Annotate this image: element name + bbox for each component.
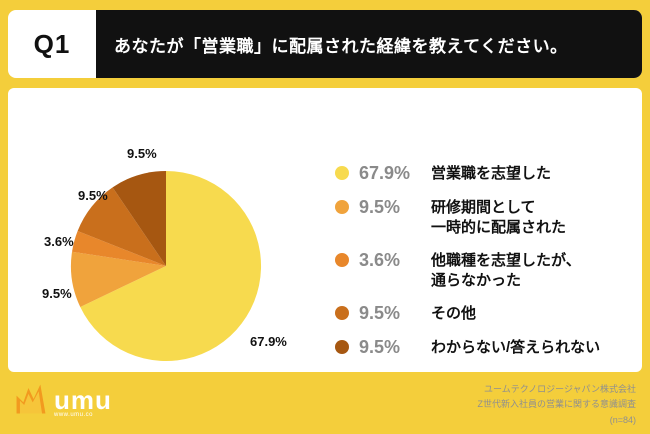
legend-dot-icon [335, 340, 349, 354]
legend-label: わからない/答えられない [431, 339, 601, 356]
pie-chart [70, 170, 262, 362]
pie-slice-other [77, 187, 166, 266]
pie-label-other: 9.5% [78, 188, 108, 203]
question-number: Q1 [33, 28, 71, 59]
credit-sample-size: (n=84) [609, 414, 636, 425]
umu-logo-text: umu [54, 384, 112, 415]
legend-percent: 67.9% [359, 163, 411, 183]
legend-row-training-temp: 9.5% 研修期間として 一時的に配属された [335, 197, 635, 237]
pie-label-sales-desired: 67.9% [250, 334, 287, 349]
legend-percent: 9.5% [359, 337, 401, 357]
legend-percent: 9.5% [359, 197, 401, 217]
legend-dot-icon [335, 253, 349, 267]
credit-survey-name: Z世代新入社員の営業に関する意識調査 [477, 399, 637, 410]
legend-row-sales-desired: 67.9% 営業職を志望した [335, 163, 635, 184]
chart-legend: 67.9% 営業職を志望した 9.5% 研修期間として 一時的に配属された 3.… [335, 163, 635, 358]
pie-slice-other-job-desired [72, 231, 166, 266]
legend-dot-icon [335, 200, 349, 214]
legend-label: 他職種を志望したが、 通らなかった [431, 252, 581, 289]
umu-logo-icon [16, 384, 46, 414]
legend-row-other-job-desired: 3.6% 他職種を志望したが、 通らなかった [335, 250, 635, 290]
legend-dot-icon [335, 306, 349, 320]
umu-logo-url: www.umu.co [54, 412, 94, 418]
umu-logo: umu www.umu.co [14, 380, 112, 418]
legend-label: その他 [431, 305, 477, 322]
pie-slice-sales-desired [80, 170, 262, 362]
legend-label: 営業職を志望した [431, 165, 552, 182]
credit-company: ユームテクノロジージャパン株式会社 [483, 384, 636, 394]
legend-row-other: 9.5% その他 [335, 303, 635, 324]
legend-dot-icon [335, 166, 349, 180]
question-text: あなたが「営業職」に配属された経緯を教えてください。 [114, 36, 568, 56]
legend-percent: 9.5% [359, 303, 401, 323]
legend-label: 研修期間として 一時的に配属された [431, 199, 567, 236]
pie-slice-dont-know [112, 170, 166, 266]
pie-label-dont-know: 9.5% [127, 146, 157, 161]
pie-label-other-job-desired: 3.6% [44, 234, 74, 249]
pie-slice-training-temp [70, 251, 166, 308]
legend-percent: 3.6% [359, 250, 401, 270]
question-header: Q1 あなたが「営業職」に配属された経緯を教えてください。 [8, 10, 642, 78]
legend-row-dont-know: 9.5% わからない/答えられない [335, 337, 635, 358]
question-text-bar: あなたが「営業職」に配属された経緯を教えてください。 [96, 10, 642, 78]
pie-label-training-temp: 9.5% [42, 286, 72, 301]
survey-credits: ユームテクノロジージャパン株式会社 Z世代新入社員の営業に関する意識調査 (n=… [478, 382, 637, 428]
